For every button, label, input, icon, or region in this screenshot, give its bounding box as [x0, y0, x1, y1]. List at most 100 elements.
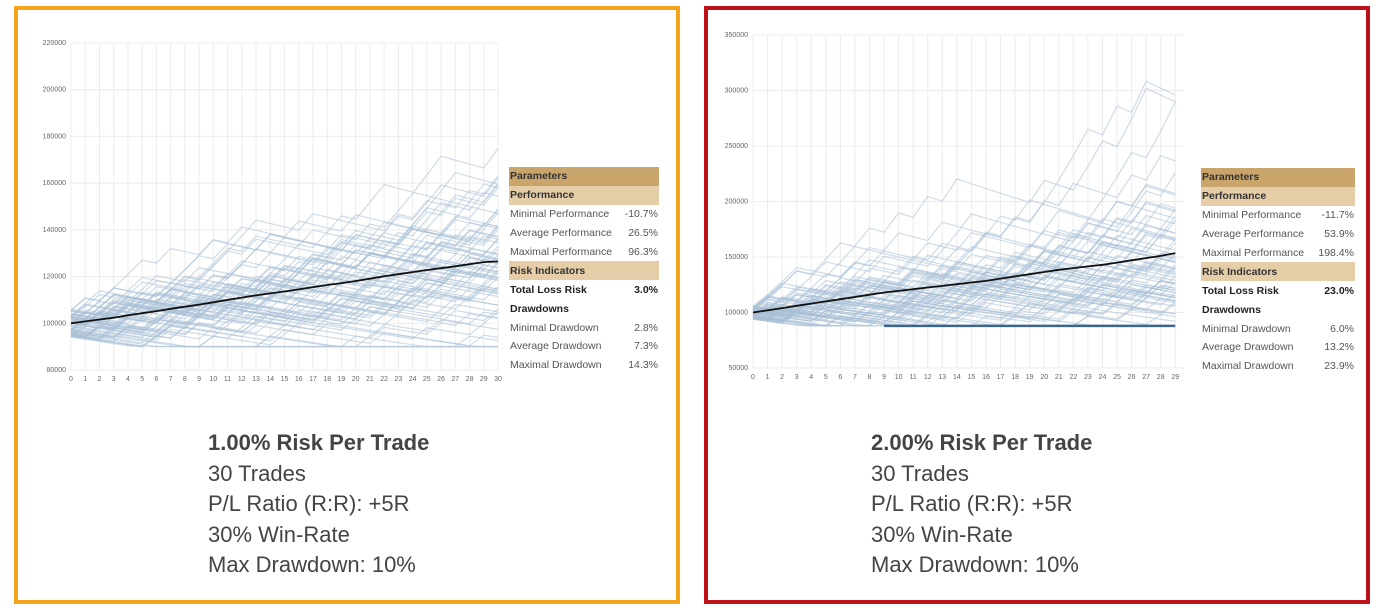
x-tick-label: 11	[224, 376, 231, 383]
y-tick-label: 180000	[43, 133, 66, 140]
y-tick-label: 100000	[43, 320, 66, 327]
simulation-path	[70, 264, 499, 348]
caption-title: 2.00% Risk Per Trade	[871, 430, 1093, 455]
simulation-path	[70, 229, 499, 333]
x-tick-label: 26	[437, 376, 445, 383]
x-tick-label: 27	[451, 376, 459, 383]
simulation-path	[752, 272, 1176, 317]
simulation-path	[752, 232, 1176, 311]
y-tick-label: 220000	[43, 40, 66, 47]
x-tick-label: 15	[968, 374, 976, 381]
x-tick-label: 21	[1055, 374, 1063, 381]
x-tick-label: 12	[924, 374, 932, 381]
parameters-header: Parameters	[1201, 168, 1355, 187]
x-tick-label: 26	[1128, 374, 1136, 381]
x-tick-label: 14	[953, 374, 961, 381]
caption-trades: 30 Trades	[871, 460, 969, 486]
simulation-path	[752, 289, 1176, 321]
maximal-performance-row: Maximal Performance 198.4%	[1202, 247, 1354, 259]
parameters-header: Parameters	[509, 167, 659, 186]
minimal-performance-row: Minimal Performance -10.7%	[510, 208, 658, 221]
x-tick-label: 22	[380, 376, 388, 383]
x-tick-label: 5	[140, 376, 144, 383]
y-tick-label: 200000	[43, 87, 66, 94]
average-performance-row: Average Performance 26.5%	[510, 227, 658, 240]
x-tick-label: 8	[868, 374, 872, 381]
simulation-path	[752, 80, 1176, 307]
y-tick-label: 120000	[43, 274, 66, 281]
minimal-drawdown-row: Minimal Drawdown 6.0%	[1202, 322, 1354, 335]
x-tick-label: 17	[997, 374, 1005, 381]
x-tick-label: 18	[323, 376, 331, 383]
x-tick-label: 29	[1171, 374, 1179, 381]
x-tick-label: 22	[1069, 374, 1077, 381]
x-tick-label: 9	[882, 374, 886, 381]
x-tick-label: 16	[982, 374, 990, 381]
simulation-path	[70, 246, 499, 326]
x-tick-label: 0	[751, 374, 755, 381]
caption-pl-ratio: P/L Ratio (R:R): +5R	[871, 491, 1073, 516]
simulation-path	[752, 199, 1176, 308]
simulation-path	[70, 262, 499, 322]
x-tick-label: 2	[780, 374, 784, 381]
x-tick-label: 25	[423, 376, 431, 383]
simulation-path	[752, 280, 1176, 317]
caption-trades: 30 Trades	[208, 460, 306, 486]
x-tick-label: 11	[910, 374, 917, 381]
y-tick-label: 160000	[43, 180, 66, 187]
right-panel: 50000 100000 150000 200000 250000 300000 35000…	[704, 6, 1370, 604]
x-tick-label: 20	[352, 376, 360, 383]
simulation-path	[752, 202, 1176, 320]
x-tick-label: 23	[394, 376, 402, 383]
risk-indicators-header: Risk Indicators	[1201, 262, 1355, 282]
y-tick-label: 80000	[47, 367, 67, 374]
x-tick-label: 29	[480, 376, 488, 383]
simulation-path	[752, 214, 1176, 311]
x-tick-label: 7	[853, 374, 857, 381]
x-tick-label: 25	[1113, 374, 1121, 381]
risk-indicators-header: Risk Indicators	[509, 261, 659, 281]
x-tick-label: 24	[409, 376, 417, 383]
caption-win-rate: 30% Win-Rate	[871, 521, 1013, 547]
drawdowns-header: Drawdowns	[1202, 303, 1261, 316]
x-tick-label: 4	[126, 376, 130, 383]
x-tick-label: 4	[809, 374, 813, 381]
x-tick-label: 19	[1026, 374, 1034, 381]
x-tick-label: 12	[238, 376, 246, 383]
x-tick-label: 27	[1142, 374, 1150, 381]
simulation-path	[70, 284, 499, 332]
minimal-performance-row: Minimal Performance -11.7%	[1202, 209, 1354, 222]
simulation-path	[70, 224, 499, 325]
x-tick-label: 20	[1040, 374, 1048, 381]
simulation-path	[752, 87, 1176, 310]
x-tick-label: 13	[252, 376, 260, 383]
x-tick-label: 2	[98, 376, 102, 383]
drawdowns-header: Drawdowns	[510, 302, 569, 315]
simulation-path	[70, 251, 499, 339]
simulation-path	[70, 226, 499, 318]
caption-pl-ratio: P/L Ratio (R:R): +5R	[208, 491, 410, 516]
simulation-path	[70, 262, 499, 324]
simulation-path	[70, 235, 499, 340]
x-tick-label: 13	[938, 374, 946, 381]
x-tick-label: 6	[154, 376, 158, 383]
maximal-drawdown-row: Maximal Drawdown 14.3%	[510, 359, 658, 372]
y-tick-label: 100000	[725, 310, 748, 317]
right-chart: 50000 100000 150000 200000 250000 300000 35000…	[725, 32, 1184, 381]
x-tick-label: 3	[795, 374, 799, 381]
simulation-path	[752, 185, 1176, 309]
simulation-path	[70, 187, 499, 311]
x-tick-label: 5	[824, 374, 828, 381]
minimal-drawdown-row: Minimal Drawdown 2.8%	[510, 321, 658, 334]
maximal-performance-row: Maximal Performance 96.3%	[510, 246, 658, 258]
performance-header: Performance	[509, 185, 659, 205]
performance-header: Performance	[1201, 186, 1355, 206]
y-tick-label: 150000	[725, 254, 748, 261]
x-tick-label: 18	[1011, 374, 1019, 381]
x-tick-label: 0	[69, 376, 73, 383]
x-tick-label: 14	[266, 376, 274, 383]
simulation-path	[70, 242, 499, 336]
right-caption: 2.00% Risk Per Trade 30 Trades P/L Ratio…	[871, 428, 1092, 581]
simulation-path	[752, 172, 1176, 312]
x-tick-label: 10	[209, 376, 217, 383]
